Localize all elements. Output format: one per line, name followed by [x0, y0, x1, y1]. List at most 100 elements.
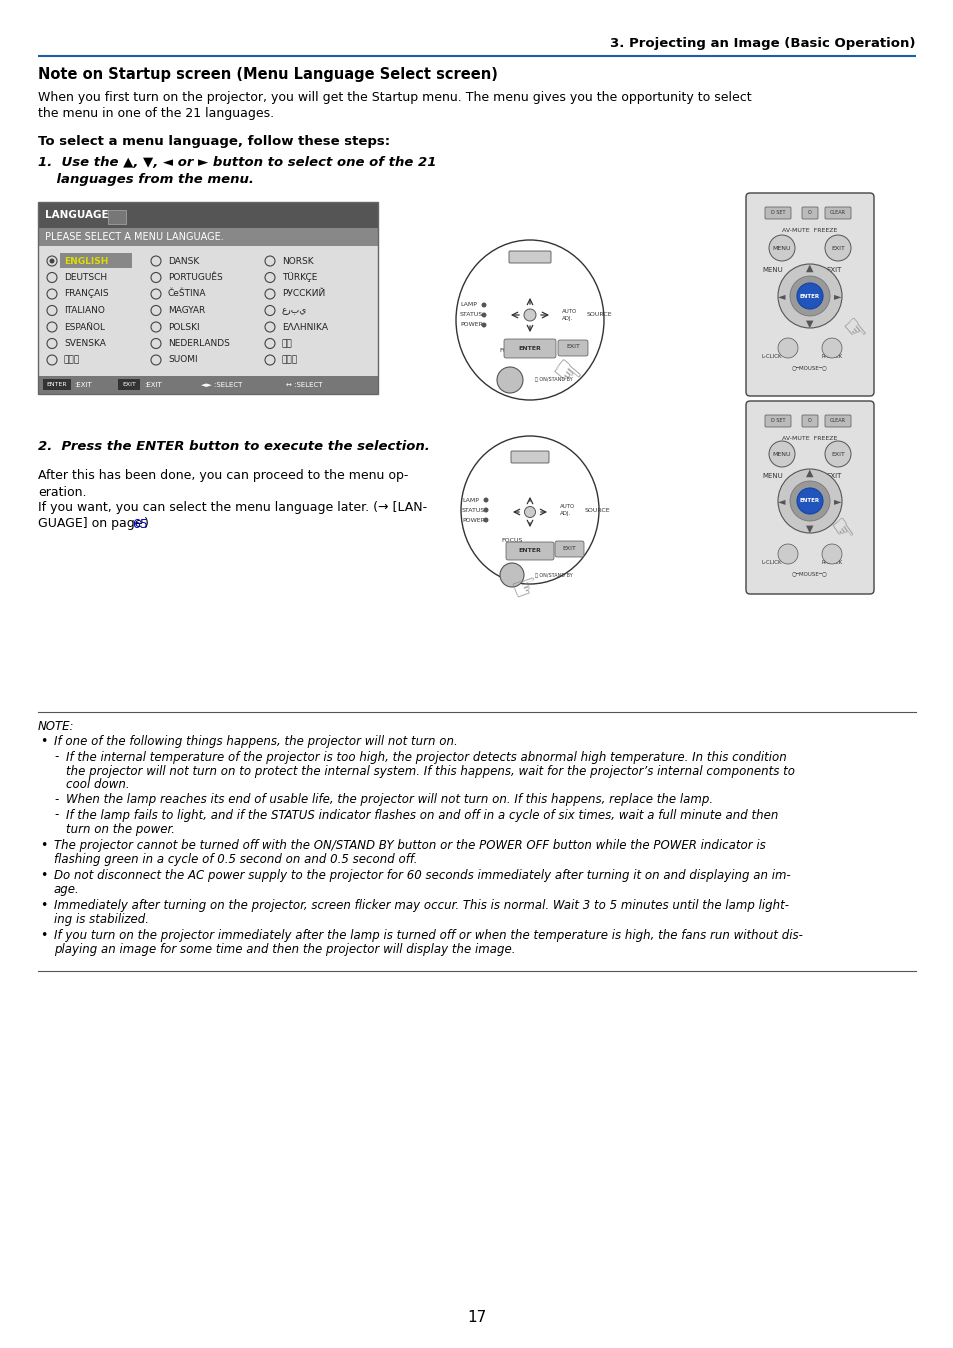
- Text: ►: ►: [833, 496, 841, 506]
- Text: AV-MUTE  FREEZE: AV-MUTE FREEZE: [781, 435, 837, 441]
- Text: Note on Startup screen (Menu Language Select screen): Note on Startup screen (Menu Language Se…: [38, 66, 497, 81]
- Text: SVENSKA: SVENSKA: [64, 338, 106, 348]
- FancyBboxPatch shape: [505, 542, 554, 559]
- Text: 1.  Use the ▲, ▼, ◄ or ► button to select one of the 21: 1. Use the ▲, ▼, ◄ or ► button to select…: [38, 156, 436, 170]
- Text: POWER: POWER: [459, 322, 482, 328]
- Text: ►: ►: [833, 291, 841, 301]
- Text: LAMP: LAMP: [461, 497, 478, 503]
- Circle shape: [821, 338, 841, 359]
- Text: STATUS: STATUS: [459, 313, 483, 318]
- Text: EXIT: EXIT: [830, 452, 844, 457]
- Text: ): ): [144, 518, 149, 531]
- Circle shape: [778, 469, 841, 532]
- FancyBboxPatch shape: [118, 379, 140, 390]
- Text: CLEAR: CLEAR: [829, 210, 845, 216]
- Text: MAGYAR: MAGYAR: [168, 306, 205, 315]
- Text: ○─MOUSE─○: ○─MOUSE─○: [791, 365, 827, 371]
- Text: POWER: POWER: [461, 518, 484, 523]
- FancyBboxPatch shape: [503, 338, 556, 359]
- Text: ENTER: ENTER: [518, 547, 541, 553]
- Circle shape: [483, 507, 488, 512]
- Text: languages from the menu.: languages from the menu.: [38, 174, 253, 186]
- Text: •: •: [40, 899, 48, 911]
- Bar: [38, 202, 377, 394]
- Text: PLEASE SELECT A MENU LANGUAGE.: PLEASE SELECT A MENU LANGUAGE.: [45, 232, 224, 243]
- Text: LAMP: LAMP: [459, 302, 476, 307]
- Text: ▲: ▲: [805, 468, 813, 479]
- Text: ENTER: ENTER: [47, 383, 68, 387]
- Text: AV-MUTE  FREEZE: AV-MUTE FREEZE: [781, 228, 837, 232]
- Text: If the internal temperature of the projector is too high, the projector detects : If the internal temperature of the proje…: [66, 751, 786, 763]
- Text: ☞: ☞: [821, 512, 858, 549]
- Text: DEUTSCH: DEUTSCH: [64, 274, 107, 282]
- FancyBboxPatch shape: [555, 541, 583, 557]
- Circle shape: [499, 563, 523, 586]
- Text: 65: 65: [132, 518, 148, 531]
- FancyBboxPatch shape: [745, 193, 873, 396]
- Circle shape: [768, 235, 794, 262]
- Text: عربي: عربي: [282, 306, 307, 315]
- Text: If you turn on the projector immediately after the lamp is turned off or when th: If you turn on the projector immediately…: [54, 929, 802, 941]
- Circle shape: [481, 322, 486, 328]
- Text: 日本語: 日本語: [64, 356, 80, 364]
- Text: POLSKI: POLSKI: [168, 322, 199, 332]
- Text: turn on the power.: turn on the power.: [66, 822, 174, 836]
- Text: ◄► :SELECT: ◄► :SELECT: [201, 381, 242, 388]
- Text: :EXIT: :EXIT: [74, 381, 91, 388]
- Circle shape: [50, 259, 54, 263]
- Text: If the lamp fails to light, and if the STATUS indicator flashes on and off in a : If the lamp fails to light, and if the S…: [66, 809, 778, 821]
- Text: Immediately after turning on the projector, screen flicker may occur. This is no: Immediately after turning on the project…: [54, 899, 788, 911]
- Text: EXIT: EXIT: [561, 546, 576, 550]
- Text: MENU: MENU: [772, 245, 790, 251]
- Text: ČeŠTINA: ČeŠTINA: [168, 290, 206, 298]
- Text: ↔ :SELECT: ↔ :SELECT: [286, 381, 322, 388]
- Text: playing an image for some time and then the projector will display the image.: playing an image for some time and then …: [54, 942, 515, 956]
- Text: NORSK: NORSK: [282, 256, 314, 266]
- Text: STATUS: STATUS: [461, 507, 485, 512]
- FancyBboxPatch shape: [558, 340, 587, 356]
- FancyBboxPatch shape: [824, 208, 850, 218]
- Text: cool down.: cool down.: [66, 779, 130, 791]
- Text: ESPAÑOL: ESPAÑOL: [64, 322, 105, 332]
- Text: ☞: ☞: [507, 570, 542, 607]
- Text: 한국어: 한국어: [282, 356, 297, 364]
- Circle shape: [821, 545, 841, 563]
- Text: After this has been done, you can proceed to the menu op-: After this has been done, you can procee…: [38, 469, 408, 483]
- Text: The projector cannot be turned off with the ON/STAND BY button or the POWER OFF : The projector cannot be turned off with …: [54, 838, 765, 852]
- Text: ENTER: ENTER: [800, 294, 820, 298]
- Text: EXIT: EXIT: [825, 267, 841, 274]
- Text: ing is stabilized.: ing is stabilized.: [54, 913, 149, 926]
- Text: MENU: MENU: [518, 450, 540, 460]
- Text: R-CLICK: R-CLICK: [821, 559, 842, 565]
- Text: 3. Projecting an Image (Basic Operation): 3. Projecting an Image (Basic Operation): [610, 38, 915, 50]
- Circle shape: [789, 276, 829, 315]
- Text: When the lamp reaches its end of usable life, the projector will not turn on. If: When the lamp reaches its end of usable …: [66, 794, 713, 806]
- Circle shape: [483, 518, 488, 523]
- Bar: [60, 253, 132, 268]
- Text: MENU: MENU: [761, 267, 781, 274]
- Text: ○─MOUSE─○: ○─MOUSE─○: [791, 572, 827, 577]
- Text: ⌛ ON/STAND BY: ⌛ ON/STAND BY: [535, 377, 572, 383]
- Text: TÜRKÇE: TÜRKÇE: [282, 272, 317, 283]
- Text: MENU: MENU: [772, 452, 790, 457]
- Text: MENU: MENU: [518, 251, 540, 260]
- Text: NEDERLANDS: NEDERLANDS: [168, 338, 230, 348]
- Text: the menu in one of the 21 languages.: the menu in one of the 21 languages.: [38, 108, 274, 120]
- FancyBboxPatch shape: [824, 415, 850, 427]
- Circle shape: [481, 302, 486, 307]
- Text: MENU: MENU: [761, 473, 781, 479]
- Circle shape: [789, 481, 829, 520]
- FancyBboxPatch shape: [801, 415, 817, 427]
- Circle shape: [778, 338, 797, 359]
- Text: EXIT: EXIT: [565, 345, 579, 349]
- Text: O: O: [807, 418, 811, 423]
- Text: O: O: [807, 210, 811, 216]
- Text: SOURCE: SOURCE: [584, 507, 610, 512]
- Bar: [38, 202, 377, 228]
- Circle shape: [796, 283, 822, 309]
- Text: РУССКИЙ: РУССКИЙ: [282, 290, 325, 298]
- Circle shape: [778, 545, 797, 563]
- FancyBboxPatch shape: [745, 400, 873, 594]
- Text: AUTO
ADJ.: AUTO ADJ.: [561, 309, 577, 321]
- Text: If you want, you can select the menu language later. (→ [LAN-: If you want, you can select the menu lan…: [38, 501, 427, 515]
